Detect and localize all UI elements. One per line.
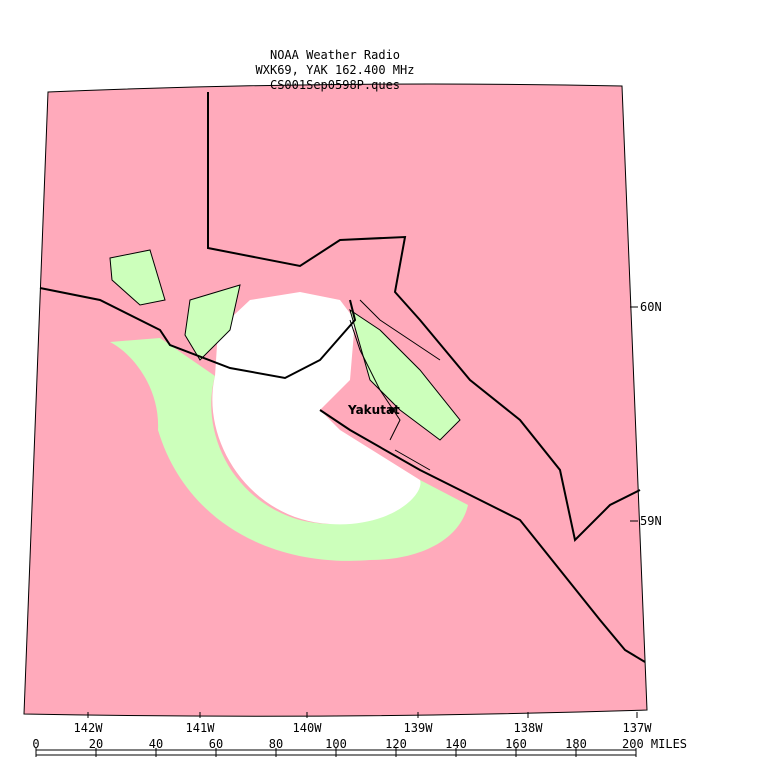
scale-end-label: 200 MILES [622,737,687,751]
longitude-label: 142W [74,721,104,735]
scale-label: 80 [269,737,283,751]
scale-bar: 0 20 40 60 80 100 120 140 160 180 200 MILES [32,737,687,757]
longitude-label: 140W [293,721,323,735]
latitude-labels: 60N 59N [630,300,662,528]
scale-label: 120 [385,737,407,751]
map-area [23,83,648,717]
longitude-label: 141W [186,721,216,735]
longitude-label: 139W [404,721,434,735]
scale-label: 100 [325,737,347,751]
scale-label: 180 [565,737,587,751]
longitude-labels: 142W 141W 140W 139W 138W 137W [74,712,653,735]
longitude-label: 137W [623,721,653,735]
title-line: NOAA Weather Radio [270,48,400,62]
place-label: Yakutat [347,403,400,417]
longitude-label: 138W [514,721,544,735]
terrain-patches [109,249,461,441]
scale-label: 160 [505,737,527,751]
scale-label: 20 [89,737,103,751]
transmitter-site [389,407,395,413]
scale-label: 60 [209,737,223,751]
scale-label: 140 [445,737,467,751]
latitude-label: 60N [640,300,662,314]
latitude-label: 59N [640,514,662,528]
scale-label: 0 [32,737,39,751]
scale-label: 40 [149,737,163,751]
border [207,92,641,543]
coastline [319,409,646,663]
reliable-coverage [212,292,421,525]
title-line: CS001Sep0598P.ques [270,78,400,92]
inlets [349,299,441,471]
title-line: WXK69, YAK 162.400 MHz [256,63,415,77]
coastline [39,287,357,380]
fringe-coverage [110,338,468,561]
